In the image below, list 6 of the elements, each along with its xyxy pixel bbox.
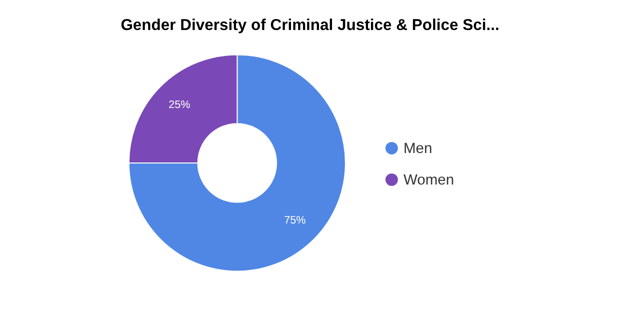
chart-title: Gender Diversity of Criminal Justice & Police Sci... [120,17,500,34]
legend-label: Women [403,172,454,189]
legend-label: Men [403,141,432,158]
donut-slice [128,54,346,272]
data-label: 75% [284,214,306,227]
data-label: 25% [168,99,191,112]
